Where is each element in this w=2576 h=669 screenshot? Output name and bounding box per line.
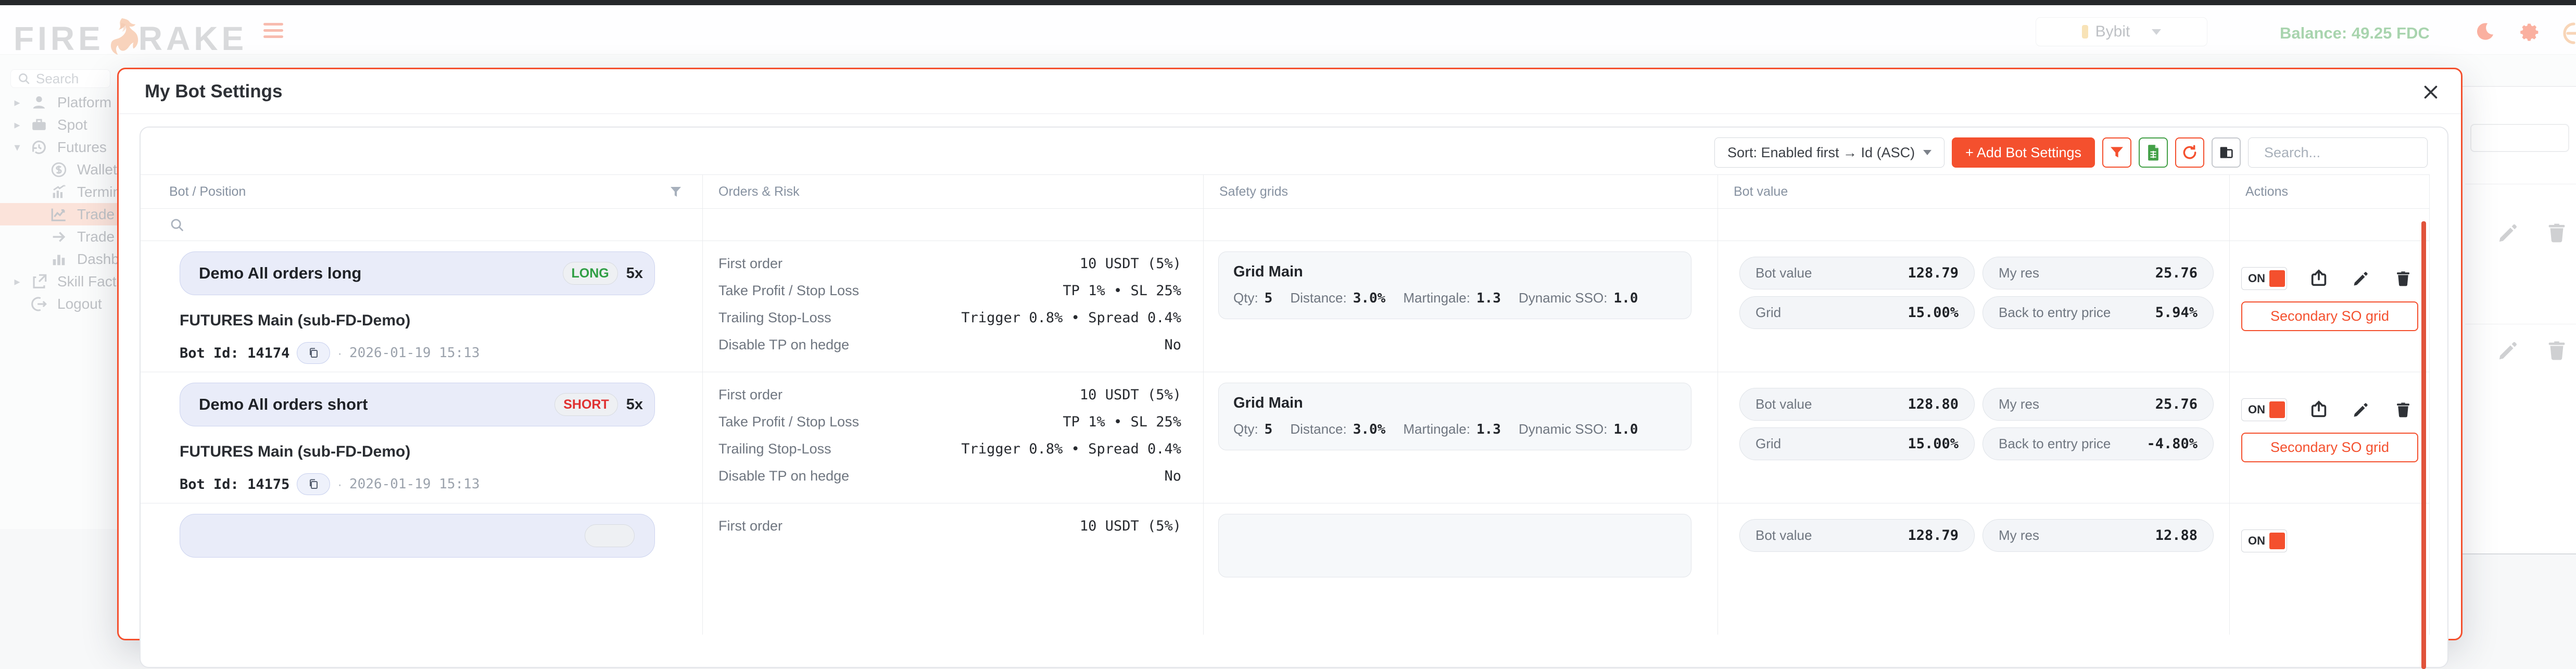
close-icon[interactable] <box>2418 80 2443 105</box>
table-row-orders-cell: First order 10 USDT (5%) Take Profit / St… <box>703 241 1204 372</box>
leverage-label: 5x <box>626 396 643 413</box>
copy-icon <box>310 348 318 358</box>
column-header-bot-position[interactable]: Bot / Position <box>141 174 703 209</box>
columns-copy-icon <box>2220 147 2233 158</box>
table-row-actions-cell: ON <box>2230 503 2430 635</box>
export-bot-button[interactable] <box>2308 399 2329 420</box>
table-row-actions-cell: ON Secondary SO grid <box>2230 372 2430 503</box>
refresh-icon <box>2183 145 2196 159</box>
table-search-input[interactable] <box>2264 144 2448 161</box>
bot-name: Demo All orders short <box>199 395 368 413</box>
column-header-bot-value[interactable]: Bot value <box>1718 174 2230 209</box>
side-badge: SHORT <box>554 393 618 416</box>
bots-table: Bot / Position Orders & Risk Safety grid… <box>141 174 2447 635</box>
edit-pencil-icon <box>2354 403 2368 417</box>
bots-panel: Sort: Enabled first → Id (ASC) + Add Bot… <box>140 127 2448 669</box>
share-export-icon <box>2311 400 2327 418</box>
my-bot-settings-modal: My Bot Settings Sort: Enabled first → Id… <box>117 68 2463 669</box>
secondary-so-grid-button[interactable]: Secondary SO grid <box>2241 433 2418 462</box>
bot-name-pill[interactable]: Demo All orders long LONG 5x <box>180 251 655 295</box>
chevron-down-icon <box>1923 150 1932 155</box>
table-scrollbar-thumb[interactable] <box>2421 221 2426 669</box>
table-row-orders-cell: First order 10 USDT (5%) Take Profit / St… <box>703 372 1204 503</box>
table-row-orders-cell: First order 10 USDT (5%) <box>703 503 1204 635</box>
modal-title: My Bot Settings <box>145 81 283 102</box>
table-row-values-cell: Bot value 128.80 My res 25.76 Grid 15.00% B… <box>1718 372 2230 503</box>
columns-button[interactable] <box>2212 137 2241 168</box>
secondary-so-grid-button[interactable]: Secondary SO grid <box>2241 301 2418 331</box>
stat-pill: My res 25.76 <box>1982 257 2214 289</box>
stat-pill: My res 25.76 <box>1982 388 2214 421</box>
grid-main-card: Grid Main Qty: 5 Distance: 3.0% Martingale… <box>1218 383 1691 450</box>
stat-pill: Grid 15.00% <box>1739 296 1975 329</box>
search-icon <box>171 219 184 231</box>
edit-pencil-icon <box>2354 272 2368 286</box>
grid-main-card <box>1218 514 1691 577</box>
enabled-toggle[interactable]: ON <box>2241 529 2287 552</box>
export-sheet-button[interactable] <box>2139 137 2168 168</box>
table-row-values-cell: Bot value 128.79 My res 25.76 Grid 15.00% B… <box>1718 241 2230 372</box>
delete-bot-button[interactable] <box>2393 268 2414 289</box>
stat-pill: Grid 15.00% <box>1739 427 1975 460</box>
filter-button[interactable] <box>2102 137 2131 168</box>
edit-bot-button[interactable] <box>2351 399 2371 420</box>
leverage-label: 5x <box>626 264 643 282</box>
copy-bot-id-button[interactable] <box>297 342 331 364</box>
refresh-button[interactable] <box>2175 137 2204 168</box>
created-timestamp: 2026-01-19 15:13 <box>349 476 480 492</box>
enabled-toggle[interactable]: ON <box>2241 398 2287 421</box>
bot-position-filter-cell[interactable] <box>141 209 703 241</box>
trash-icon <box>2397 271 2409 286</box>
bot-name-pill[interactable]: Demo All orders short SHORT 5x <box>180 383 655 426</box>
sort-dropdown[interactable]: Sort: Enabled first → Id (ASC) <box>1714 137 1945 168</box>
table-row-bot-cell: Demo All orders short SHORT 5x FUTURES M… <box>141 372 703 503</box>
table-row-actions-cell: ON Secondary SO grid <box>2230 241 2430 372</box>
edit-bot-button[interactable] <box>2351 268 2371 289</box>
stat-pill: Bot value 128.79 <box>1739 257 1975 289</box>
stat-pill: Back to entry price -4.80% <box>1982 427 2214 460</box>
trash-icon <box>2397 402 2409 418</box>
created-timestamp: 2026-01-19 15:13 <box>349 345 480 361</box>
table-row-bot-cell <box>141 503 703 635</box>
bot-name-pill[interactable] <box>180 514 655 558</box>
add-bot-settings-button[interactable]: + Add Bot Settings <box>1952 137 2095 168</box>
column-header-actions[interactable]: Actions <box>2230 174 2430 209</box>
filter-funnel-icon <box>2111 147 2123 158</box>
column-header-safety-grids[interactable]: Safety grids <box>1204 174 1718 209</box>
stat-pill: My res 12.88 <box>1982 519 2214 552</box>
table-row-values-cell: Bot value 128.79 My res 12.88 <box>1718 503 2230 635</box>
account-label: FUTURES Main (sub-FD-Demo) <box>180 312 411 329</box>
share-export-icon <box>2311 269 2327 286</box>
bot-id-label: Bot Id: 14174 <box>180 345 290 361</box>
table-search[interactable] <box>2248 137 2448 168</box>
account-label: FUTURES Main (sub-FD-Demo) <box>180 443 411 460</box>
spreadsheet-icon <box>2148 145 2158 161</box>
filter-funnel-icon[interactable] <box>668 184 684 200</box>
bot-name: Demo All orders long <box>199 264 362 282</box>
table-row-bot-cell: Demo All orders long LONG 5x FUTURES Mai… <box>141 241 703 372</box>
copy-icon <box>310 479 318 489</box>
table-row-grids-cell <box>1204 503 1718 635</box>
modal-titlebar: My Bot Settings <box>119 69 2461 114</box>
stat-pill: Bot value 128.80 <box>1739 388 1975 421</box>
table-row-grids-cell: Grid Main Qty: 5 Distance: 3.0% Martingale… <box>1204 241 1718 372</box>
enabled-toggle[interactable]: ON <box>2241 267 2287 290</box>
stat-pill: Back to entry price 5.94% <box>1982 296 2214 329</box>
grid-main-card: Grid Main Qty: 5 Distance: 3.0% Martingale… <box>1218 251 1691 319</box>
stat-pill: Bot value 128.79 <box>1739 519 1975 552</box>
table-row-grids-cell: Grid Main Qty: 5 Distance: 3.0% Martingale… <box>1204 372 1718 503</box>
bot-id-label: Bot Id: 14175 <box>180 476 290 493</box>
column-header-orders-risk[interactable]: Orders & Risk <box>703 174 1204 209</box>
top-strip <box>0 0 2576 5</box>
side-badge: LONG <box>562 262 618 285</box>
side-badge <box>585 524 635 547</box>
copy-bot-id-button[interactable] <box>297 473 331 495</box>
export-bot-button[interactable] <box>2308 268 2329 289</box>
delete-bot-button[interactable] <box>2393 399 2414 420</box>
toolbar: Sort: Enabled first → Id (ASC) + Add Bot… <box>141 128 2448 174</box>
